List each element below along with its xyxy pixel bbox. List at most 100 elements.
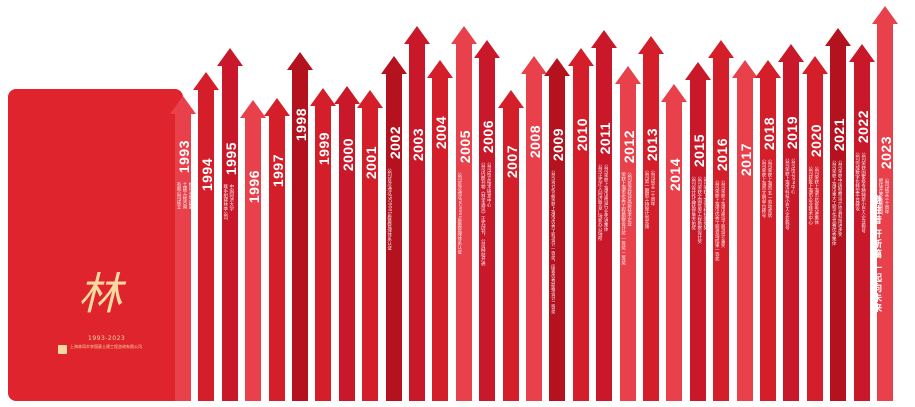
arrow-shape [801,56,828,401]
year-label: 2022 [854,110,871,144]
timeline-arrow-2001 [357,90,384,401]
year-label: 2008 [527,125,543,159]
year-label: 2006 [480,120,497,154]
year-label: 2002 [386,126,403,160]
timeline-arrow-2000 [333,86,360,401]
year-label: 2009 [550,128,567,162]
year-label: 2023 [878,136,894,170]
year-description: 公司荣获上海市科技进步奖 公司荣获全国优秀工程勘察设计奖 公司设计作品获得詹天佑… [690,176,708,244]
brand-company-name: 上海林同炎李国豪土建工程咨询有限公司 [70,344,142,349]
year-description: 公司首次通过ISO9001质量管理体系认证 [386,168,392,251]
arrow-shape [638,36,664,401]
company-badge-icon [58,345,67,354]
timeline-arrow-2018 [755,60,781,401]
timeline-arrow-1996 [240,100,267,401]
year-label: 2018 [761,117,777,151]
arrow-shape [521,56,547,401]
timeline-arrow-1994 [193,72,220,401]
arrow-shape [544,58,571,401]
year-description: 公司荣获中国勘察设计协会科技进步奖 公司荣获上海市重大工程立功竞赛优秀集体 [831,160,843,246]
year-description: 公司荣获上海市抗疫先进集体 公司获批上海市企业技术中心 [807,166,819,225]
year-label: 2017 [737,143,754,177]
svg-text:林: 林 [78,269,127,319]
timeline-arrow-1998 [287,52,313,401]
year-label: 1994 [199,158,216,192]
arrow-shape [755,60,781,401]
year-label: 1997 [269,154,286,188]
year-label: 2015 [690,134,707,168]
year-description: 公司成立BIM中心 公司荣获上海市科技小巨人企业称号 [784,158,796,230]
timeline-arrow-2005 [450,26,477,401]
arrow-shape [684,62,711,401]
year-label: 2012 [620,130,637,164]
year-description: 公司荣获国家级专精特新小巨人企业称号 公司完成数字化转型平台建设 [854,152,866,233]
timeline-arrow-2022 [848,44,875,401]
timeline-arrow-2020 [801,56,828,401]
arrow-shape [474,40,501,401]
year-label: 1996 [246,170,263,204]
arrow-shape [170,96,196,401]
year-label: 2005 [456,130,473,164]
year-label: 1993 [176,140,192,174]
year-description: 公司成立三十周年 继往开来 砥砺前行 [878,178,889,216]
year-label: 2020 [807,124,824,158]
arrow-shape [731,60,758,401]
timeline-arrow-2016 [708,40,735,401]
year-label: 2003 [410,128,426,162]
timeline-arrow-2004 [427,60,454,401]
arrow-shape [848,44,875,401]
timeline-arrow-2019 [778,44,805,401]
arrow-shape [661,84,688,401]
arrow-shape [778,44,805,401]
timeline-arrow-2015 [684,62,711,401]
timeline-arrow-2003 [404,26,430,401]
year-label: 1995 [222,142,239,176]
arrow-shape [287,52,313,401]
arrow-shape [216,48,243,401]
year-label: 2011 [597,122,614,155]
timeline-arrow-1997 [263,98,290,401]
year-label: 2004 [433,116,450,150]
timeline-arrow-2014 [661,84,688,401]
timeline-arrow-2013 [638,36,664,401]
timeline-arrow-2006 [474,40,501,401]
year-description: 公司荣获上海市五一劳动奖状 公司荣获上海市文明单位称号 [761,159,772,218]
year-label: 2021 [831,118,848,152]
brand-card: 林 1993-2023 上海林同炎李国豪土建工程咨询有限公司 [8,89,183,401]
year-label: 2007 [503,145,520,179]
arrow-shape [567,48,594,401]
arrow-shape [240,100,267,401]
year-description: 公司成立二十周年 公司第一期职工持股计划实施 [644,170,655,229]
timeline-arrow-1995 [216,48,243,401]
arrow-shape [614,66,641,401]
arrow-shape [357,90,384,401]
year-description: 中国同济大学 联手组建林李公司 [222,184,234,220]
arrow-shape [591,30,618,401]
year-description: 公司设计作品荣获上海市优秀工程设计一等奖，国家优秀勘察设计二等奖 [550,170,556,314]
lin-logo-icon: 林 [78,269,127,319]
timeline-arrow-1999 [310,88,337,401]
arrow-shape [450,26,477,401]
arrow-shape [825,28,852,401]
arrow-shape [427,60,454,401]
timeline-arrow-2011 [591,30,618,401]
year-description: 公司首次获评高新技术企业 荣获上海市优秀工程勘察设计奖 一等奖 二等奖 [620,172,632,265]
slogan: 继往昔 开新篇 一起向未来 [871,195,881,314]
timeline-arrow-2023 [872,6,898,401]
year-label: 2014 [667,158,684,192]
arrow-shape [193,72,220,401]
timeline-arrow-2009 [544,58,571,401]
year-description: 公司荣获上海市建设行业先进集体 公司正式迁入同济联合广场新办公场所 [597,164,609,241]
year-description: 公司首次通过ISO9001质量管理体系认证 [456,172,462,255]
timeline-arrow-2007 [497,90,524,401]
year-label: 2019 [784,116,801,150]
arrow-shape [310,88,337,401]
timeline-arrow-2012 [614,66,641,401]
year-label: 2001 [363,146,380,180]
timeline-arrow-2002 [380,56,407,401]
timeline-arrow-2008 [521,56,547,401]
year-label: 1999 [316,132,333,166]
year-label: 2010 [573,118,590,152]
arrow-shape [380,56,407,401]
year-label: 2016 [714,138,731,172]
